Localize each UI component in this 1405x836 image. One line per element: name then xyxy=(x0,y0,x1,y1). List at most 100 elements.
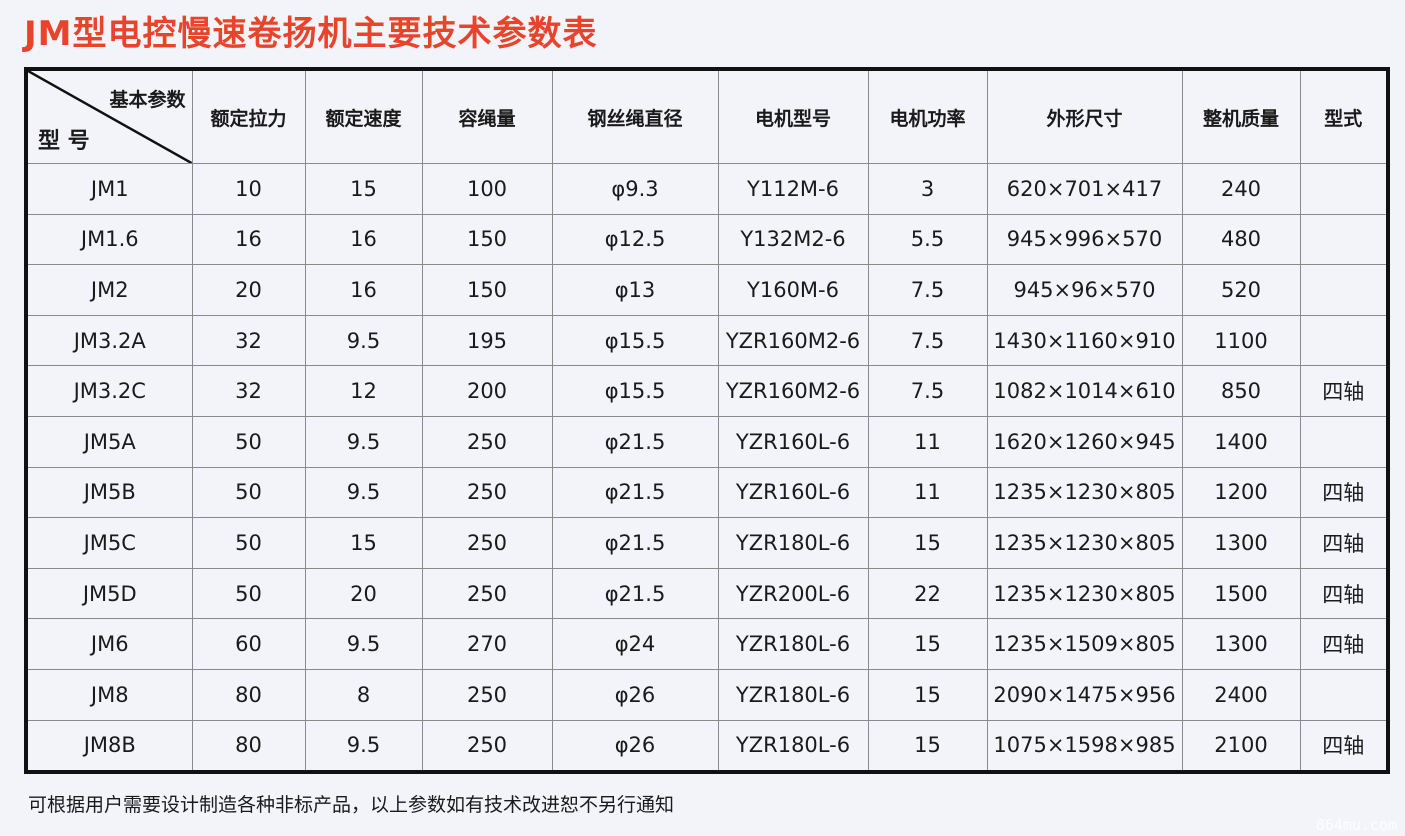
table-row: JM8 80 8 250 φ26 YZR180L-6 15 2090×1475×956 2400 xyxy=(25,668,1389,721)
table-cell: 200 xyxy=(421,365,553,417)
table-cell: φ26 xyxy=(551,668,719,721)
model-cell: JM5A xyxy=(25,415,193,468)
table-cell: 50 xyxy=(191,567,306,620)
table-cell: 15 xyxy=(867,719,988,773)
table-cell: 四轴 xyxy=(1299,567,1389,620)
table-cell: Y112M-6 xyxy=(717,163,869,215)
table-cell: 250 xyxy=(421,719,553,773)
model-cell: JM6 xyxy=(25,618,193,670)
table-cell: 945×996×570 xyxy=(986,213,1183,266)
column-header: 电机功率 xyxy=(867,68,988,164)
table-cell: 250 xyxy=(421,517,553,569)
table-row: JM3.2A 32 9.5 195 φ15.5 YZR160M2-6 7.5 1430×116… xyxy=(25,314,1389,367)
table-cell: YZR180L-6 xyxy=(717,618,869,670)
table-cell: φ21.5 xyxy=(551,466,719,519)
table-row: JM6 60 9.5 270 φ24 YZR180L-6 15 1235×1509×805 13… xyxy=(25,618,1389,670)
table-cell: YZR180L-6 xyxy=(717,719,869,773)
table-cell: 80 xyxy=(191,719,306,773)
table-cell: 15 xyxy=(304,517,423,569)
table-cell: 60 xyxy=(191,618,306,670)
table-cell: φ9.3 xyxy=(551,163,719,215)
table-cell: YZR160L-6 xyxy=(717,415,869,468)
table-cell: 15 xyxy=(304,163,423,215)
table-cell: 16 xyxy=(191,213,306,266)
table-row: JM5D 50 20 250 φ21.5 YZR200L-6 22 1235×1230×805… xyxy=(25,567,1389,620)
table-cell: 四轴 xyxy=(1299,719,1389,773)
table-cell: 2100 xyxy=(1181,719,1301,773)
table-cell: 1075×1598×985 xyxy=(986,719,1183,773)
table-cell: 50 xyxy=(191,466,306,519)
table-cell: φ26 xyxy=(551,719,719,773)
table-cell: φ21.5 xyxy=(551,567,719,620)
table-cell xyxy=(1299,163,1389,215)
table-cell: 32 xyxy=(191,365,306,417)
table-cell: 250 xyxy=(421,567,553,620)
column-header: 外形尺寸 xyxy=(986,68,1183,164)
column-header: 容绳量 xyxy=(421,68,553,164)
table-cell: 50 xyxy=(191,415,306,468)
table-cell: 1100 xyxy=(1181,314,1301,367)
spec-table: 基本参数 型 号 额定拉力 额定速度 容绳量 钢丝绳直径 电机型号 电机功率 外形尺寸 整机质… xyxy=(24,67,1390,775)
table-cell: 7.5 xyxy=(867,365,988,417)
table-cell: φ15.5 xyxy=(551,314,719,367)
table-cell: 四轴 xyxy=(1299,517,1389,569)
corner-label-model: 型 号 xyxy=(38,129,90,154)
table-cell: 10 xyxy=(191,163,306,215)
table-cell: φ21.5 xyxy=(551,415,719,468)
table-cell: 250 xyxy=(421,668,553,721)
table-cell: YZR180L-6 xyxy=(717,517,869,569)
table-cell: 1620×1260×945 xyxy=(986,415,1183,468)
table-cell: 150 xyxy=(421,213,553,266)
table-cell: 520 xyxy=(1181,264,1301,316)
table-cell: 270 xyxy=(421,618,553,670)
table-cell: 1200 xyxy=(1181,466,1301,519)
model-cell: JM1.6 xyxy=(25,213,193,266)
diagonal-divider xyxy=(28,71,192,163)
model-cell: JM5C xyxy=(25,517,193,569)
table-cell xyxy=(1299,213,1389,266)
table-cell: 945×96×570 xyxy=(986,264,1183,316)
page-title: JM型电控慢速卷扬机主要技术参数表 xyxy=(24,14,598,54)
table-row: JM2 20 16 150 φ13 Y160M-6 7.5 945×96×570 520 xyxy=(25,264,1389,316)
table-cell: 11 xyxy=(867,415,988,468)
footnote: 可根据用户需要设计制造各种非标产品，以上参数如有技术改进恕不另行通知 xyxy=(28,794,675,816)
table-cell: YZR160M2-6 xyxy=(717,365,869,417)
table-cell: 50 xyxy=(191,517,306,569)
table-cell: 1430×1160×910 xyxy=(986,314,1183,367)
column-header: 整机质量 xyxy=(1181,68,1301,164)
table-row: JM8B 80 9.5 250 φ26 YZR180L-6 15 1075×1598×985 2… xyxy=(25,719,1389,773)
table-cell: φ24 xyxy=(551,618,719,670)
table-cell: 80 xyxy=(191,668,306,721)
model-cell: JM2 xyxy=(25,264,193,316)
table-cell: 四轴 xyxy=(1299,466,1389,519)
column-header: 额定速度 xyxy=(304,68,423,164)
table-cell: 7.5 xyxy=(867,314,988,367)
table-cell: 1235×1230×805 xyxy=(986,517,1183,569)
table-cell: 9.5 xyxy=(304,618,423,670)
header-row: 基本参数 型 号 额定拉力 额定速度 容绳量 钢丝绳直径 电机型号 电机功率 外形尺寸 整机质… xyxy=(25,68,1389,164)
watermark: 864mu.com xyxy=(1315,816,1397,834)
table-cell: 480 xyxy=(1181,213,1301,266)
table-cell: 四轴 xyxy=(1299,365,1389,417)
model-cell: JM5D xyxy=(25,567,193,620)
table-cell: 9.5 xyxy=(304,466,423,519)
table-cell: 9.5 xyxy=(304,314,423,367)
table-cell: 20 xyxy=(191,264,306,316)
table-cell: 850 xyxy=(1181,365,1301,417)
model-cell: JM8B xyxy=(25,719,193,773)
table-cell: 8 xyxy=(304,668,423,721)
corner-label-params: 基本参数 xyxy=(109,89,186,111)
table-cell: 1235×1230×805 xyxy=(986,567,1183,620)
table-cell: 11 xyxy=(867,466,988,519)
model-cell: JM3.2A xyxy=(25,314,193,367)
table-cell: 15 xyxy=(867,668,988,721)
table-cell: 150 xyxy=(421,264,553,316)
table-cell: 1500 xyxy=(1181,567,1301,620)
model-cell: JM1 xyxy=(25,163,193,215)
table-cell: 32 xyxy=(191,314,306,367)
model-cell: JM3.2C xyxy=(25,365,193,417)
table-cell: 1235×1509×805 xyxy=(986,618,1183,670)
table-cell: 250 xyxy=(421,466,553,519)
corner-header-cell: 基本参数 型 号 xyxy=(25,68,193,164)
table-cell xyxy=(1299,264,1389,316)
